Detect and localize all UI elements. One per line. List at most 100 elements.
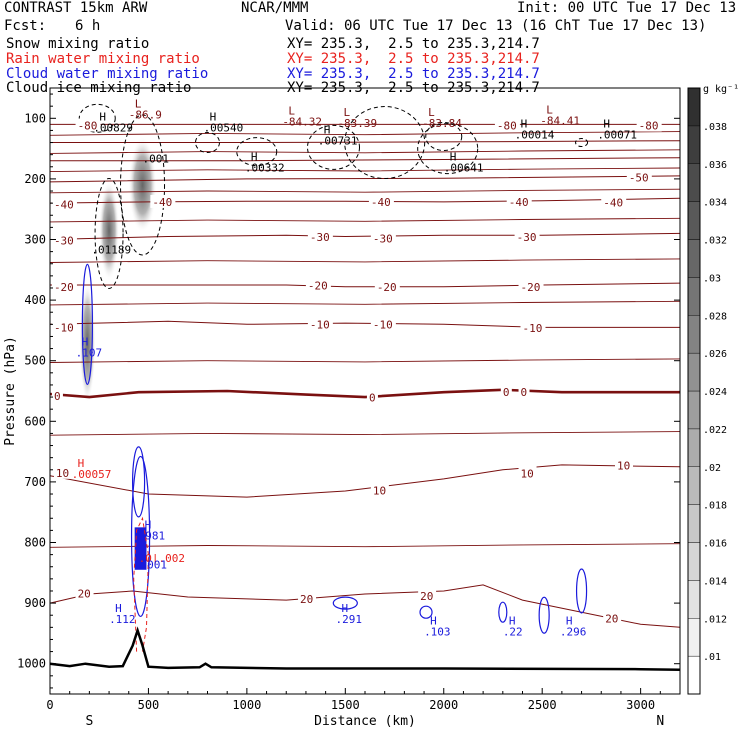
isotherm-label-bg-19 xyxy=(370,317,396,331)
extremum-symbol-20: H xyxy=(341,602,348,615)
south-label: S xyxy=(85,714,93,729)
extremum-symbol-23: H xyxy=(566,614,573,627)
y-tick-label-1000: 1000 xyxy=(17,657,46,671)
snow-contour-6 xyxy=(344,106,426,180)
y-tick-label-500: 500 xyxy=(24,354,46,368)
isotherm--15 xyxy=(49,300,681,306)
x-tick-label-3000: 3000 xyxy=(626,698,655,712)
extremum-symbol-15: H xyxy=(78,457,85,470)
colorbar-segment-15 xyxy=(687,87,701,127)
isotherm--55 xyxy=(49,167,681,173)
colorbar-segment-0 xyxy=(687,655,701,695)
isotherm-label-24: 0 xyxy=(521,386,528,399)
isotherm--75 xyxy=(49,131,681,136)
isotherm--35 xyxy=(49,217,681,223)
cloud-contour-6 xyxy=(498,601,508,623)
colorbar-tick-label-3: .016 xyxy=(703,539,727,550)
isotherm-label-18: -10 xyxy=(310,318,330,331)
colorbar-tick-label-2: .014 xyxy=(703,576,727,587)
colorbar-segment-14 xyxy=(687,125,701,164)
isotherm-label-bg-31 xyxy=(418,588,437,602)
extremum-symbol-4: L xyxy=(546,103,553,116)
isotherm-label-bg-29 xyxy=(75,586,94,600)
extremum-value-21: .103 xyxy=(424,625,451,638)
isotherm-label-bg-13 xyxy=(51,279,77,293)
colorbar-unit: g kg⁻¹ xyxy=(703,84,739,95)
isotherm-label-25: 10 xyxy=(373,484,386,497)
isotherm-label-bg-3 xyxy=(626,170,652,184)
snow-contour-0 xyxy=(120,114,166,256)
isotherm-label-bg-25 xyxy=(370,483,389,497)
colorbar-segment-2 xyxy=(687,580,701,619)
snow-contour-2 xyxy=(78,103,116,133)
isotherm-label-bg-10 xyxy=(307,230,333,244)
isotherm-label-26: 10 xyxy=(521,467,534,480)
extremum-value-8: .00071 xyxy=(597,128,637,141)
colorbar-tick-label-12: .034 xyxy=(703,198,727,209)
extremum-value-19: .112 xyxy=(109,613,136,626)
colorbar-layer: .01 .012 .014 .016 .018 .02 .022 .024 .026 .028 .0… xyxy=(687,84,739,695)
isotherm-label-0: -80 xyxy=(78,120,98,133)
north-label: N xyxy=(656,714,664,729)
legend-snow-xy: XY= 235.3, 2.5 to 235.3,214.7 xyxy=(287,36,540,52)
colorbar-segment-4 xyxy=(687,504,701,543)
isotherm-label-bg-8 xyxy=(601,195,627,209)
isotherm-label-bg-14 xyxy=(305,278,331,292)
colorbar-tick-label-4: .018 xyxy=(703,501,727,512)
colorbar-tick-label-5: .02 xyxy=(703,463,721,474)
extremum-value-4: -84.41 xyxy=(540,114,580,127)
colorbar-tick-label-6: .022 xyxy=(703,425,727,436)
isotherm--10 xyxy=(49,320,680,328)
cloud-contour-7 xyxy=(419,605,433,619)
isotherm-label-9: -30 xyxy=(54,235,74,248)
y-tick-label-100: 100 xyxy=(24,111,46,125)
isotherm-label-2: -80 xyxy=(639,120,659,133)
init-time: Init: 00 UTC Tue 17 Dec 13 xyxy=(517,0,737,16)
x-axis-label: Distance (km) xyxy=(314,714,416,729)
snow-contour-3 xyxy=(195,132,220,154)
isotherm-label-28: 10 xyxy=(56,467,69,480)
isotherm-label-bg-21 xyxy=(51,388,63,402)
isotherm-label-bg-12 xyxy=(514,230,540,244)
legend-cloud-xy: XY= 235.3, 2.5 to 235.3,214.7 xyxy=(287,66,540,82)
extremum-symbol-8: H xyxy=(603,117,610,130)
colorbar-tick-label-13: .036 xyxy=(703,160,727,171)
isotherm--5 xyxy=(49,358,681,363)
isotherm-label-bg-16 xyxy=(518,279,544,293)
isotherm-label-12: -30 xyxy=(517,231,537,244)
cloud-core xyxy=(134,527,147,570)
extremum-value-0: -86.9 xyxy=(129,108,162,121)
y-axis-label: Pressure (hPa) xyxy=(3,336,18,446)
isotherm-label-17: -10 xyxy=(54,321,74,334)
isotherm-label-11: -30 xyxy=(373,232,393,245)
x-tick-label-0: 0 xyxy=(46,698,53,712)
isotherm-label-5: -40 xyxy=(152,196,172,209)
isotherm-label-30: 20 xyxy=(300,593,313,606)
extremum-value-3: -83.84 xyxy=(422,117,462,130)
extremum-symbol-1: L xyxy=(288,105,295,118)
extremum-value-15: .00057 xyxy=(72,468,112,481)
snow-shade-0 xyxy=(128,136,157,233)
colorbar-tick-label-0: .01 xyxy=(703,652,721,663)
isotherm--65 xyxy=(49,149,681,154)
extremum-symbol-7: H xyxy=(521,117,528,130)
colorbar-segment-12 xyxy=(687,201,701,240)
extremum-value-16: .981 xyxy=(139,530,166,543)
cloud-contour-4 xyxy=(332,596,358,610)
isotherm-label-27: 10 xyxy=(617,460,630,473)
extremum-value-9: .00731 xyxy=(318,134,358,147)
legend-rain-xy: XY= 235.3, 2.5 to 235.3,214.7 xyxy=(287,51,540,67)
isotherm--40 xyxy=(49,197,681,204)
extremum-value-22: .22 xyxy=(503,625,523,638)
isotherm-label-32: 20 xyxy=(605,612,618,625)
isotherm--25 xyxy=(49,258,681,263)
isotherm-label-10: -30 xyxy=(310,231,330,244)
extremum-symbol-14: H xyxy=(82,336,89,349)
extremum-value-7: .00014 xyxy=(515,128,555,141)
isotherm-0 xyxy=(49,388,680,399)
extremum-symbol-22: H xyxy=(509,614,516,627)
extremum-value-5: .00829 xyxy=(93,122,133,135)
isotherm-label-16: -20 xyxy=(521,281,541,294)
isotherm-label-bg-6 xyxy=(368,194,394,208)
